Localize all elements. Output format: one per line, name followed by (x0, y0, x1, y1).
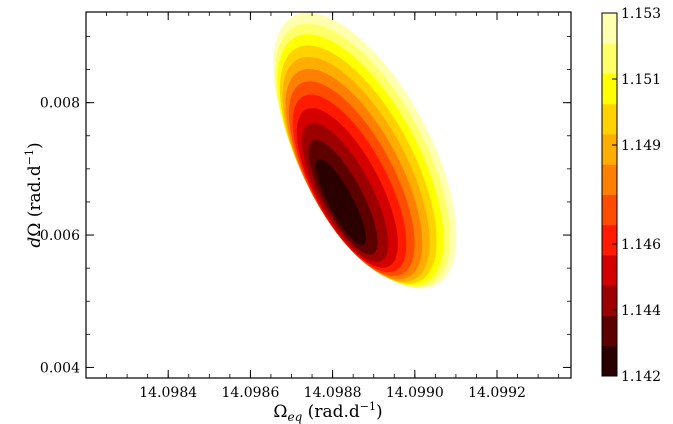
y-axis-ticks: 0.004 0.006 0.008 (40, 36, 571, 376)
contour-level-1.142 (315, 158, 366, 245)
x-tick-label: 14.0986 (221, 385, 279, 401)
plot-frame (85, 11, 572, 379)
y-axis-label: dΩ (rad.d−1) (23, 142, 45, 247)
colorbar-swatch (602, 13, 617, 44)
colorbar-swatch (602, 255, 617, 286)
colorbar-swatch (602, 315, 617, 347)
colorbar-swatch (602, 103, 617, 135)
x-axis-ticks: 14.0984 14.0986 14.0988 14.0990 14.0992 (85, 12, 560, 401)
y-tick-label: 0.008 (40, 96, 80, 112)
colorbar-swatch (602, 73, 617, 105)
colorbar-tick-label: 1.151 (621, 72, 661, 88)
colorbar-tick-label: 1.144 (621, 303, 661, 319)
x-tick-label: 14.0990 (386, 385, 444, 401)
colorbar-frame (601, 12, 618, 377)
colorbar-swatch (602, 43, 617, 74)
colorbar-tick-label: 1.153 (621, 6, 661, 22)
colorbar-swatch (602, 194, 617, 226)
y-tick-label: 0.004 (40, 360, 80, 376)
colorbar-tick-label: 1.149 (621, 138, 661, 154)
colorbar-swatch (602, 164, 617, 195)
colorbar-swatch (602, 345, 617, 377)
x-tick-label: 14.0992 (468, 385, 526, 401)
y-tick-label: 0.006 (40, 228, 80, 244)
x-axis-label: Ωeq (rad.d−1) (273, 400, 382, 424)
colorbar-swatch (602, 224, 617, 256)
x-tick-label: 14.0988 (304, 385, 362, 401)
x-tick-label: 14.0984 (139, 385, 197, 401)
colorbar-swatch (602, 134, 617, 165)
contour-fills (273, 12, 457, 289)
colorbar-swatch (602, 285, 617, 316)
colorbar: 1.142 1.144 1.146 1.149 1.151 1.153 (601, 6, 661, 385)
colorbar-tick-label: 1.146 (621, 237, 661, 253)
colorbar-tick-label: 1.142 (621, 369, 661, 385)
